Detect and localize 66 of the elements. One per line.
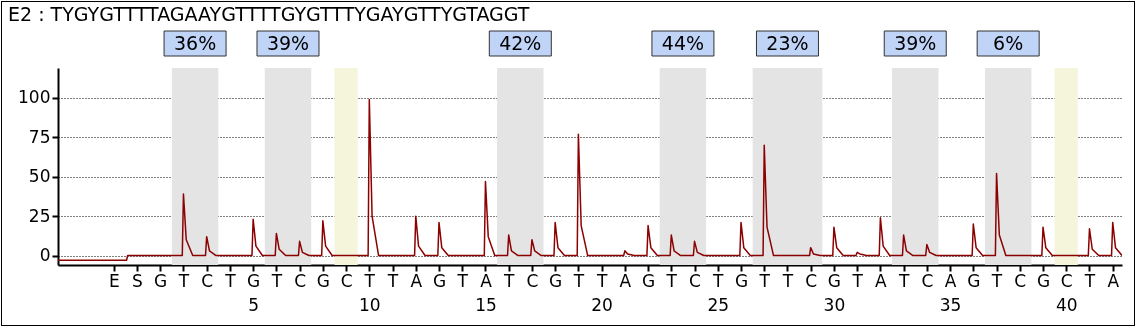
text: T (456, 270, 469, 291)
text: A (875, 270, 888, 291)
x-tick-label: 35 (939, 294, 962, 315)
y-tick-label: 25 (28, 205, 51, 226)
x-tick-label: 40 (1055, 294, 1078, 315)
text: T (990, 270, 1003, 291)
text: T (897, 270, 910, 291)
x-tick-label: 5 (248, 294, 260, 315)
text: G (154, 270, 168, 291)
text: C (201, 270, 214, 291)
text: C (340, 270, 353, 291)
band-label: 23% (766, 32, 809, 54)
text: T (270, 270, 283, 291)
x-tick-label: 20 (591, 294, 613, 315)
text: A (1107, 270, 1120, 291)
x-tick-label: 15 (475, 294, 497, 315)
text: G (734, 270, 749, 291)
chart-title: E2 : TYGYGTTTTAGAAYGTTTTGYGTTTYGAYGTTYGTAGGT (8, 2, 530, 25)
text: T (1083, 270, 1096, 291)
text: A (944, 270, 957, 291)
text: E (108, 270, 120, 291)
text: T (386, 270, 399, 291)
text: T (595, 270, 608, 291)
y-tick-label: 0 (39, 245, 51, 266)
text: G (827, 270, 842, 291)
text: G (432, 270, 447, 291)
band-label: 44% (661, 32, 705, 54)
band-label: 6% (993, 32, 1024, 54)
text: C (921, 270, 934, 291)
text: G (1036, 270, 1051, 291)
text: C (689, 270, 701, 291)
text: T (665, 270, 678, 291)
text: S (132, 270, 143, 291)
text: C (1060, 270, 1073, 291)
text: A (480, 270, 493, 291)
y-tick-label: 100 (18, 87, 51, 108)
band-label: 42% (499, 32, 542, 54)
band-label: 39% (266, 32, 310, 54)
text: T (758, 270, 771, 291)
text: T (177, 270, 190, 291)
text: G (549, 270, 563, 291)
text: A (410, 270, 423, 291)
text: T (572, 270, 585, 291)
x-tick-label: 25 (707, 294, 730, 315)
y-tick-label: 75 (28, 126, 51, 147)
text: T (502, 270, 515, 291)
line-series (58, 98, 1122, 262)
x-tick-label: 10 (358, 294, 381, 315)
text: C (805, 270, 818, 291)
text: T (851, 270, 864, 291)
text: A (619, 270, 632, 291)
text: T (224, 270, 237, 291)
text: G (316, 270, 330, 291)
text: T (781, 270, 794, 291)
band-label: 39% (894, 32, 937, 54)
x-tick-label: 30 (823, 294, 846, 315)
text: T (363, 270, 376, 291)
text: C (1014, 270, 1027, 291)
text: G (247, 270, 261, 291)
y-tick-label: 50 (28, 166, 51, 187)
text: G (641, 270, 656, 291)
text: G (967, 270, 981, 291)
text: T (712, 270, 725, 291)
text: C (526, 270, 539, 291)
text: C (294, 270, 307, 291)
band-label: 36% (173, 32, 217, 54)
